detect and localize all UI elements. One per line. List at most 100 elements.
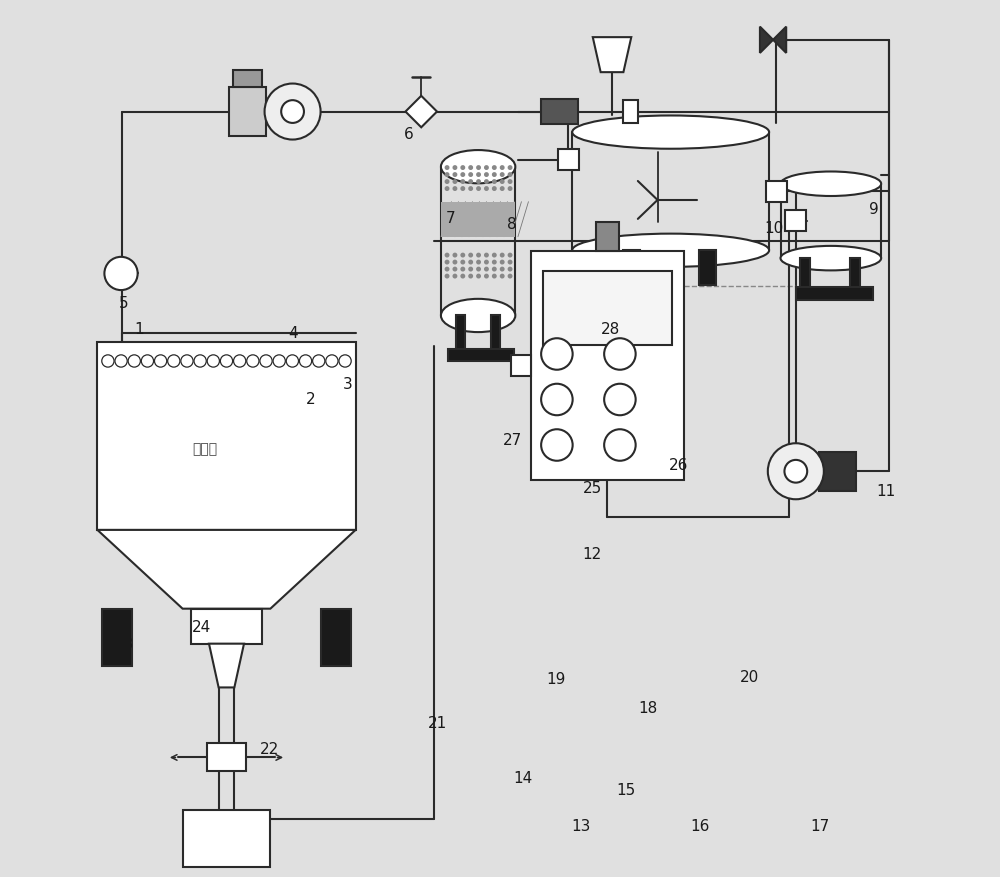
Bar <box>448 349 514 361</box>
Circle shape <box>273 355 285 367</box>
Bar <box>233 70 262 88</box>
Bar <box>785 211 806 232</box>
Polygon shape <box>760 27 773 53</box>
Circle shape <box>220 355 233 367</box>
Circle shape <box>508 180 513 185</box>
Ellipse shape <box>572 117 769 150</box>
Circle shape <box>468 267 473 272</box>
Circle shape <box>104 258 138 291</box>
Circle shape <box>460 260 465 265</box>
Ellipse shape <box>441 151 515 184</box>
Text: 10: 10 <box>764 221 784 236</box>
Bar <box>596 223 619 252</box>
Circle shape <box>508 275 513 279</box>
Circle shape <box>445 260 449 265</box>
Circle shape <box>492 187 497 192</box>
Circle shape <box>500 267 505 272</box>
Circle shape <box>207 355 219 367</box>
Text: 9: 9 <box>869 202 879 217</box>
Circle shape <box>299 355 312 367</box>
Circle shape <box>484 173 489 178</box>
Circle shape <box>468 253 473 258</box>
Bar <box>491 316 500 349</box>
Circle shape <box>500 166 505 171</box>
Ellipse shape <box>781 246 881 271</box>
Circle shape <box>500 253 505 258</box>
Text: 20: 20 <box>740 669 759 684</box>
Circle shape <box>508 173 513 178</box>
Circle shape <box>492 260 497 265</box>
Text: 24: 24 <box>192 619 211 634</box>
Bar <box>819 453 856 491</box>
Bar <box>102 609 132 666</box>
Circle shape <box>460 173 465 178</box>
Circle shape <box>476 253 481 258</box>
Text: 3: 3 <box>342 377 352 392</box>
Circle shape <box>445 180 449 185</box>
Text: 16: 16 <box>691 818 710 833</box>
Circle shape <box>604 384 636 416</box>
Circle shape <box>484 275 489 279</box>
Text: 25: 25 <box>583 481 602 496</box>
Bar <box>207 744 246 772</box>
Text: 15: 15 <box>616 782 636 797</box>
Polygon shape <box>209 644 244 688</box>
Circle shape <box>141 355 154 367</box>
Circle shape <box>460 275 465 279</box>
Circle shape <box>445 275 449 279</box>
Bar <box>766 182 787 203</box>
Polygon shape <box>593 38 631 73</box>
Circle shape <box>476 180 481 185</box>
Circle shape <box>468 166 473 171</box>
Circle shape <box>476 166 481 171</box>
Circle shape <box>452 166 457 171</box>
Circle shape <box>500 180 505 185</box>
Text: 27: 27 <box>503 432 522 448</box>
Circle shape <box>768 444 824 500</box>
Polygon shape <box>97 531 356 609</box>
Circle shape <box>484 260 489 265</box>
Circle shape <box>484 166 489 171</box>
Circle shape <box>452 267 457 272</box>
Circle shape <box>460 187 465 192</box>
Circle shape <box>492 253 497 258</box>
Circle shape <box>492 275 497 279</box>
Text: 4: 4 <box>288 326 298 341</box>
Circle shape <box>508 260 513 265</box>
Circle shape <box>234 355 246 367</box>
Polygon shape <box>773 27 786 53</box>
Circle shape <box>313 355 325 367</box>
Bar <box>511 355 531 376</box>
Circle shape <box>468 187 473 192</box>
Circle shape <box>265 84 321 140</box>
Circle shape <box>500 260 505 265</box>
Circle shape <box>460 253 465 258</box>
Circle shape <box>286 355 299 367</box>
Circle shape <box>445 166 449 171</box>
Bar <box>850 259 860 289</box>
Text: 23: 23 <box>115 637 134 652</box>
Circle shape <box>115 355 127 367</box>
Text: 8: 8 <box>507 217 517 232</box>
Circle shape <box>181 355 193 367</box>
Circle shape <box>260 355 272 367</box>
Circle shape <box>476 187 481 192</box>
Circle shape <box>484 253 489 258</box>
Ellipse shape <box>572 234 769 267</box>
Circle shape <box>445 187 449 192</box>
Bar <box>531 252 684 481</box>
Circle shape <box>194 355 206 367</box>
Circle shape <box>541 339 573 370</box>
Circle shape <box>452 253 457 258</box>
Circle shape <box>484 187 489 192</box>
Bar <box>796 288 873 301</box>
Circle shape <box>476 275 481 279</box>
Bar <box>191 609 262 644</box>
Bar <box>623 101 638 124</box>
Circle shape <box>445 173 449 178</box>
Circle shape <box>541 430 573 461</box>
Text: 14: 14 <box>513 770 532 785</box>
Circle shape <box>452 275 457 279</box>
Polygon shape <box>405 96 437 128</box>
Circle shape <box>500 275 505 279</box>
